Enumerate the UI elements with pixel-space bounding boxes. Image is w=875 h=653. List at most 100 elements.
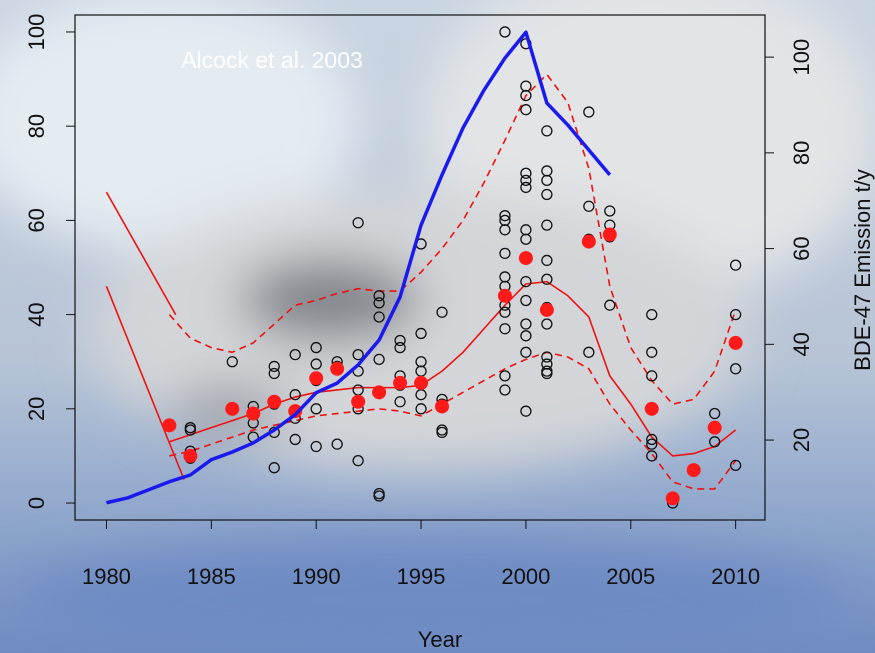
point [310, 440, 322, 453]
point [541, 125, 553, 137]
point [309, 371, 324, 386]
point [541, 367, 553, 380]
point [520, 346, 532, 358]
point [604, 205, 616, 217]
point [520, 89, 532, 102]
point [665, 491, 680, 506]
point [583, 106, 595, 118]
y-tick-label: 100 [24, 14, 49, 51]
y-tick-label: 60 [24, 208, 49, 232]
point [499, 224, 511, 236]
point [520, 294, 532, 307]
point [352, 349, 364, 361]
point [415, 327, 427, 340]
point [225, 401, 240, 416]
point [414, 375, 429, 390]
point [686, 463, 701, 478]
point [499, 323, 511, 335]
y-tick-label: 40 [24, 302, 49, 326]
point [373, 290, 385, 302]
point [246, 406, 261, 421]
line [169, 280, 737, 457]
x-tick-label: 2010 [711, 564, 760, 589]
point [436, 426, 448, 439]
point [707, 420, 722, 435]
line [105, 191, 177, 316]
point [372, 385, 387, 400]
annotation: Alcock et al. 2003 [181, 47, 363, 73]
point [184, 424, 196, 436]
point [394, 396, 406, 408]
point [435, 399, 450, 414]
x-tick-label: 1985 [187, 564, 236, 589]
line [106, 30, 612, 505]
y2-tick-label: 100 [789, 39, 814, 76]
y2-axis-label: BDE-47 Emission t/y [850, 169, 875, 371]
point [541, 188, 553, 201]
point [373, 297, 385, 309]
point [415, 403, 427, 415]
point [310, 403, 322, 415]
point [373, 353, 385, 366]
point [709, 407, 721, 420]
y2-tick-label: 20 [789, 428, 814, 452]
point [541, 351, 553, 363]
point [539, 302, 554, 317]
line [169, 351, 737, 490]
point [499, 26, 511, 38]
point [162, 418, 177, 433]
point [330, 361, 345, 376]
point [541, 318, 553, 330]
point [604, 299, 616, 311]
y2-tick-label: 60 [789, 236, 814, 260]
point [393, 375, 408, 390]
point [499, 210, 511, 222]
point [268, 462, 280, 474]
point [583, 200, 595, 212]
x-tick-label: 2000 [501, 564, 550, 589]
point [520, 275, 532, 288]
point [520, 174, 532, 186]
point [729, 459, 742, 472]
point [646, 433, 658, 446]
point [520, 167, 532, 179]
point [583, 346, 595, 358]
point [520, 104, 532, 116]
point [352, 454, 364, 467]
point [518, 251, 533, 266]
point [268, 367, 280, 380]
point [373, 311, 385, 323]
point [310, 341, 322, 354]
y-tick-label: 20 [24, 397, 49, 421]
point [646, 438, 658, 450]
point [394, 341, 406, 354]
point [331, 438, 343, 450]
point [183, 448, 198, 463]
point [729, 363, 742, 375]
point [541, 254, 553, 267]
point [499, 306, 511, 318]
x-axis-label: Year [418, 627, 462, 652]
x-tick-label: 1980 [82, 564, 131, 589]
point [520, 181, 532, 194]
line [168, 73, 737, 405]
point [646, 450, 658, 462]
x-tick-label: 2005 [606, 564, 655, 589]
y-tick-label: 80 [24, 114, 49, 138]
point [520, 318, 532, 330]
point [541, 174, 553, 186]
point [373, 490, 385, 502]
x-tick-label: 1990 [292, 564, 341, 589]
y2-tick-label: 40 [789, 332, 814, 356]
point [646, 346, 658, 358]
point [310, 358, 322, 370]
line [105, 286, 185, 480]
point [541, 273, 553, 285]
point [267, 394, 282, 409]
point [289, 433, 301, 446]
point [644, 401, 659, 416]
point [729, 308, 742, 321]
point [436, 306, 448, 318]
point [497, 288, 512, 303]
